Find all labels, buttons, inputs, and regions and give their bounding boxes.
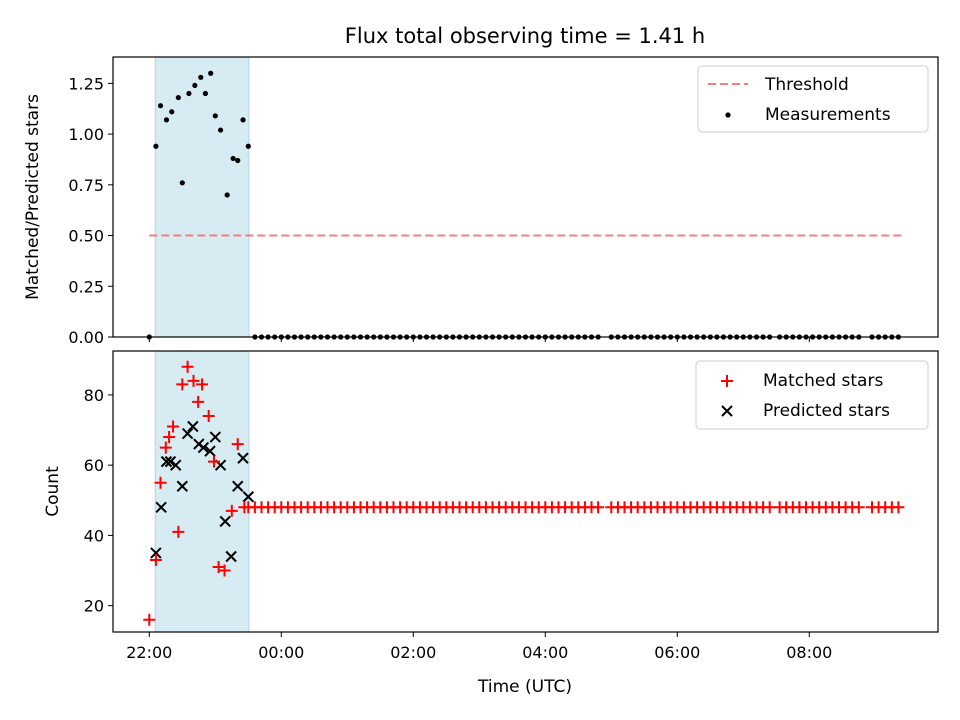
bottom-y-tick-label: 20 (84, 597, 104, 616)
x-tick-label: 22:00 (126, 643, 172, 662)
x-tick-label: 04:00 (522, 643, 568, 662)
measurement-point (186, 90, 192, 97)
x-tick-label: 00:00 (258, 643, 304, 662)
top-axes-frame (112, 56, 939, 338)
measurement-point (217, 127, 224, 133)
matched-star-point (592, 501, 605, 514)
matched-star-point (176, 378, 189, 391)
matched-star-point (192, 395, 205, 408)
matched-star-point (231, 438, 244, 451)
legend-matched-swatch (721, 375, 733, 387)
measurement-point (212, 113, 218, 119)
predicted-star-point (150, 547, 162, 559)
measurement-point (208, 70, 214, 76)
predicted-star-point (169, 459, 182, 471)
matched-star-point (172, 525, 185, 538)
chart-title: Flux total observing time = 1.41 h (345, 24, 705, 48)
matched-star-point (181, 360, 194, 373)
top-y-tick-label: 1.00 (68, 125, 104, 144)
matched-star-point (196, 378, 209, 391)
matched-star-point (159, 441, 172, 454)
top-y-tick-label: 0.00 (68, 328, 104, 347)
measurement-point (192, 82, 198, 89)
measurement-point (175, 94, 181, 101)
bottom-y-tick-label: 60 (84, 456, 104, 475)
x-tick-label: 02:00 (390, 643, 436, 662)
top-y-tick-label: 1.25 (68, 74, 104, 93)
measurement-point (245, 143, 251, 149)
bottom-y-tick-label: 80 (84, 386, 104, 405)
top-y-tick-label: 0.25 (68, 277, 104, 296)
matched-star-point (167, 420, 180, 433)
predicted-star-point (209, 431, 222, 443)
matched-star-point (225, 504, 238, 517)
legend-predicted-swatch (721, 405, 733, 417)
matched-star-point (154, 476, 167, 489)
measurement-point (230, 155, 236, 162)
bottom-y-tick-label: 40 (84, 526, 104, 545)
top-legend-box (697, 65, 929, 133)
measurement-point (179, 180, 185, 186)
bottom-legend: Matched stars Predicted stars (695, 360, 929, 430)
measurement-point (235, 157, 241, 164)
bottom-observing-span (154, 350, 250, 633)
matched-star-point (187, 374, 200, 387)
bottom-axes-frame (112, 350, 939, 633)
measurement-point (198, 74, 204, 80)
top-legend: Threshold Measurements (697, 65, 929, 133)
predicted-star-point (242, 491, 255, 503)
matched-star-point (143, 613, 156, 626)
bottom-panel: 20 40 60 80 22:00 00:00 02:00 04:00 06:00 08:00 Co… (43, 350, 939, 662)
measurement-point (157, 103, 164, 109)
bottom-y-axis-label: Count (43, 466, 63, 517)
legend-measurements-swatch (725, 112, 731, 118)
legend-measurements-label: Measurements (765, 105, 891, 125)
predicted-star-point (219, 515, 231, 528)
measurement-point (153, 143, 159, 149)
predicted-star-point (160, 455, 173, 468)
legend-matched-label: Matched stars (763, 371, 883, 391)
predicted-star-point (225, 550, 237, 563)
measurement-point (240, 117, 246, 123)
predicted-star-point (176, 480, 189, 492)
bottom-legend-box (695, 360, 929, 430)
matched-star-point (149, 553, 162, 566)
measurement-point (202, 90, 208, 97)
x-tick-label: 08:00 (786, 643, 832, 662)
measurement-point (224, 192, 230, 198)
top-y-tick-label: 0.50 (68, 227, 104, 246)
predicted-star-point (164, 455, 177, 468)
measurement-point (169, 109, 175, 115)
top-y-axis-label: Matched/Predicted stars (23, 94, 43, 300)
legend-predicted-label: Predicted stars (763, 401, 890, 421)
matched-star-point (852, 501, 865, 514)
predicted-star-point (187, 420, 199, 433)
legend-threshold-label: Threshold (764, 75, 849, 95)
matched-star-point (218, 564, 231, 577)
predicted-star-point (237, 452, 249, 464)
top-panel: 0.00 0.25 0.50 0.75 1.00 1.25 Matched/Predicte… (23, 56, 939, 347)
matched-star-point (892, 501, 905, 514)
measurement-point (163, 117, 170, 123)
matched-star-point (207, 455, 220, 468)
predicted-star-point (232, 480, 244, 492)
x-axis-label: Time (UTC) (477, 677, 572, 697)
matched-star-point (163, 431, 176, 444)
predicted-star-point (204, 445, 216, 457)
predicted-star-point (181, 427, 194, 440)
matched-star-point (202, 409, 215, 422)
predicted-star-point (155, 501, 167, 514)
x-tick-label: 06:00 (654, 643, 700, 662)
top-observing-span (154, 56, 250, 338)
top-y-tick-label: 0.75 (68, 176, 104, 195)
predicted-star-point (197, 441, 210, 454)
